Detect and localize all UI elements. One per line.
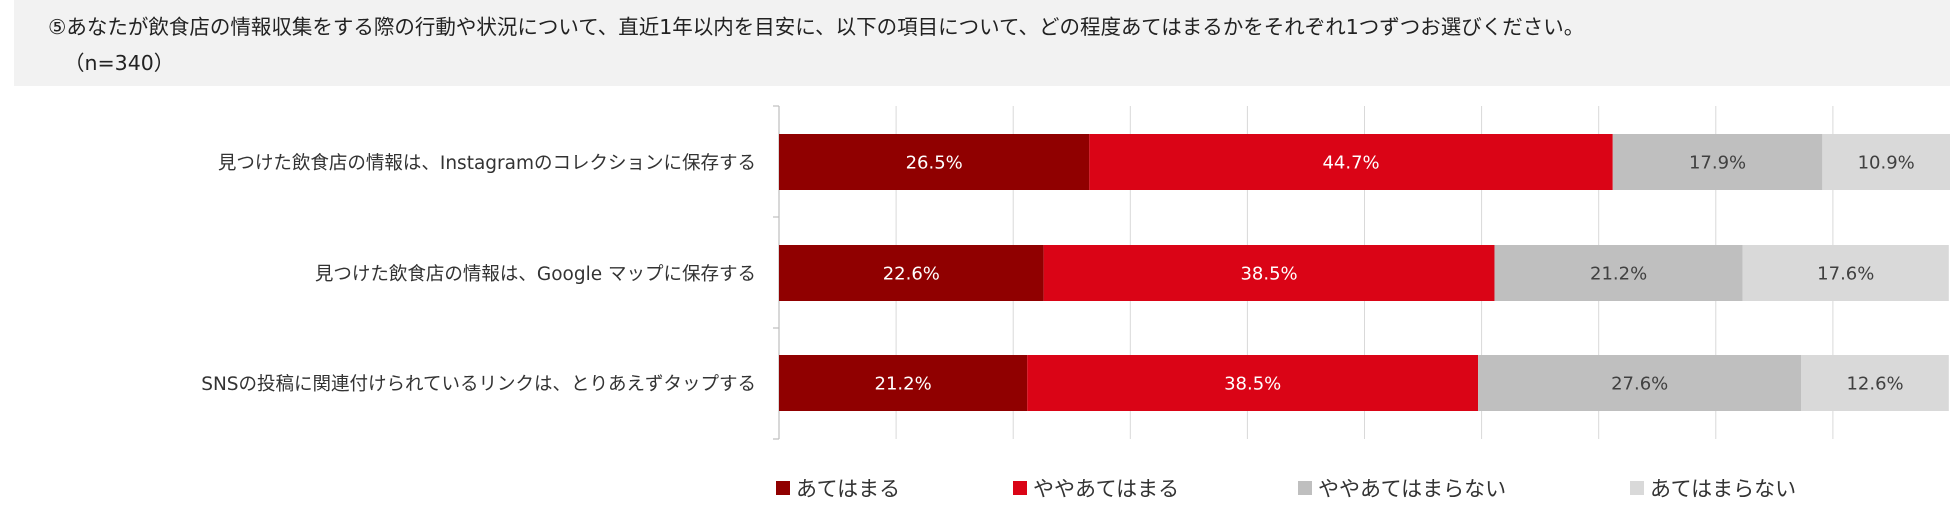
data-label: 38.5%	[1224, 374, 1281, 395]
category-label: SNSの投稿に関連付けられているリンクは、とりあえずタップする	[201, 374, 756, 395]
bar-segment	[1494, 245, 1743, 301]
legend-label: ややあてはまる	[1033, 477, 1179, 501]
bar-segment	[1478, 355, 1802, 411]
question-header: ⑤あなたが飲食店の情報収集をする際の行動や状況について、直近1年以内を目安に、以…	[14, 0, 1950, 86]
data-label: 22.6%	[883, 264, 940, 285]
legend-swatch	[776, 481, 790, 495]
question-text: ⑤あなたが飲食店の情報収集をする際の行動や状況について、直近1年以内を目安に、以…	[48, 15, 1585, 39]
bar-segment	[779, 355, 1028, 411]
data-label: 27.6%	[1611, 374, 1668, 395]
legend-label: あてはまる	[796, 477, 900, 501]
bar-segment	[1742, 245, 1949, 301]
data-label: 26.5%	[906, 153, 963, 174]
legend-swatch	[1298, 481, 1312, 495]
legend-swatch	[1630, 481, 1644, 495]
data-label: 21.2%	[1590, 264, 1647, 285]
legend-label: あてはまらない	[1650, 477, 1796, 501]
bar-segment	[1822, 134, 1950, 190]
data-label: 38.5%	[1240, 264, 1297, 285]
bar-segment	[779, 245, 1044, 301]
bar-segment	[1089, 134, 1613, 190]
data-label: 17.9%	[1689, 153, 1746, 174]
data-label: 10.9%	[1858, 153, 1915, 174]
sample-size: （n=340）	[64, 51, 175, 75]
stacked-bar-chart: 26.5% 44.7% 17.9% 10.9% 見つけた飲食店の情報は、Instagra…	[201, 105, 1950, 501]
data-label: 21.2%	[875, 374, 932, 395]
bar-segment	[1801, 355, 1949, 411]
legend-label: ややあてはまらない	[1318, 477, 1506, 501]
data-label: 17.6%	[1817, 264, 1874, 285]
bar-segment	[1043, 245, 1495, 301]
bar-segment	[1027, 355, 1479, 411]
bar-segment	[1612, 134, 1823, 190]
bar-segment	[779, 134, 1090, 190]
category-label: 見つけた飲食店の情報は、Instagramのコレクションに保存する	[218, 153, 756, 174]
legend-swatch	[1013, 481, 1027, 495]
data-label: 12.6%	[1846, 374, 1903, 395]
category-label: 見つけた飲食店の情報は、Google マップに保存する	[315, 264, 756, 285]
data-label: 44.7%	[1322, 153, 1379, 174]
